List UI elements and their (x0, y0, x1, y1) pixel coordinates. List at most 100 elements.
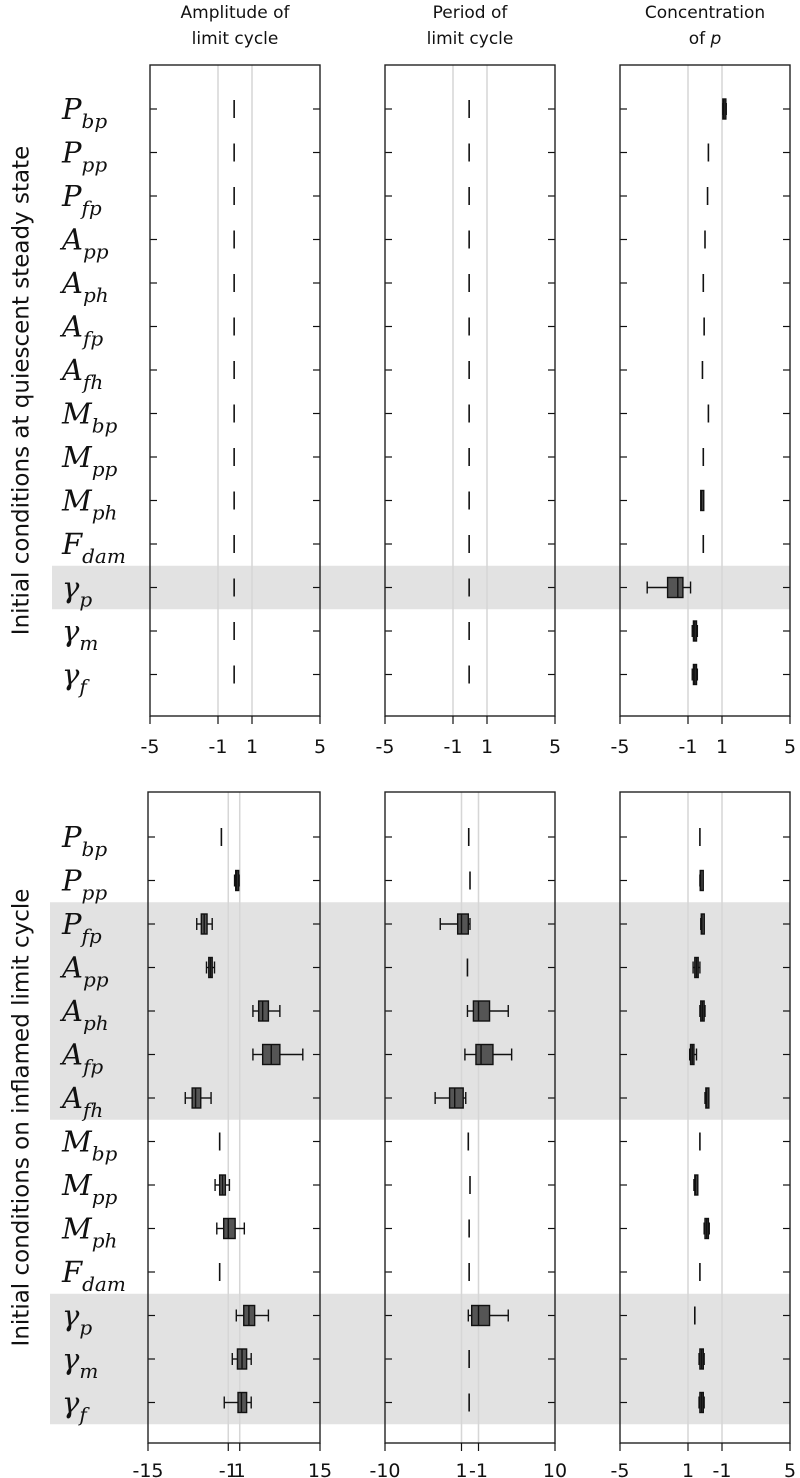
box-mark (722, 98, 727, 120)
chart-group-1: Initial conditions at quiescent steady s… (9, 64, 796, 758)
param-label: Pbp (61, 820, 107, 861)
column-title-period-line1: Period of (433, 3, 509, 23)
chart-group-2: Initial conditions on inflamed limit cyc… (9, 791, 796, 1478)
param-base: A (59, 310, 83, 344)
panel-frame (147, 791, 321, 1444)
param-base: F (61, 527, 83, 561)
param-base: P (61, 179, 82, 213)
row-label: Initial conditions at quiescent steady s… (9, 146, 35, 635)
param-subscript: fh (81, 1098, 103, 1122)
box-mark (434, 1087, 467, 1109)
box-mark (464, 1043, 513, 1066)
column-title-concentration-line1: Concentration (645, 3, 765, 23)
box-mark (646, 576, 692, 599)
param-base: M (61, 1212, 93, 1246)
param-subscript: pp (83, 968, 109, 992)
iqr-box (471, 1304, 491, 1327)
param-subscript: fp (80, 924, 102, 948)
param-subscript: m (79, 1359, 98, 1383)
param-base: γ (62, 571, 80, 605)
box-mark (205, 956, 216, 979)
panel-1-2: -5 -1 1 5 (376, 64, 561, 758)
box-mark (693, 1174, 699, 1196)
box-mark (699, 1000, 706, 1022)
box-mark (196, 913, 213, 935)
param-base: A (59, 266, 83, 300)
param-subscript: pp (92, 457, 118, 481)
box-mark (235, 1304, 270, 1327)
param-subscript: f (77, 675, 90, 699)
param-base: M (61, 397, 93, 431)
param-subscript: p (79, 1316, 92, 1340)
x-tick-label: 5 (784, 736, 796, 758)
param-label: App (59, 223, 109, 264)
param-label: Pbp (61, 92, 107, 133)
column-title-concentration-symbol: p (710, 29, 722, 49)
x-tick-label: -15 (132, 1460, 163, 1478)
x-tick-label: -1 (444, 736, 463, 758)
param-base: P (61, 136, 82, 170)
box-mark (216, 1217, 246, 1240)
row-label: Initial conditions on inflamed limit cyc… (9, 889, 35, 1347)
box-mark (252, 1043, 304, 1066)
column-title-period-line2: limit cycle (427, 29, 514, 49)
param-label: γm (62, 1342, 98, 1383)
panel-1-1: -5 -1 1 5 (141, 64, 326, 758)
box-mark (214, 1174, 231, 1196)
x-tick-label: -1 (713, 1460, 732, 1478)
iqr-box (448, 1087, 464, 1109)
param-label: Mpp (61, 440, 118, 481)
iqr-box (666, 576, 684, 599)
param-label: Mph (61, 484, 117, 525)
param-label: Ppp (61, 864, 107, 905)
x-tick-label: -5 (141, 736, 160, 758)
column-title-concentration-of: of (689, 29, 711, 49)
param-subscript: pp (82, 881, 108, 905)
param-base: A (59, 951, 83, 985)
param-base: γ (62, 1386, 80, 1420)
column-titles: Amplitude of limit cycle Period of limit… (181, 3, 766, 49)
param-label: Mbp (61, 1125, 118, 1166)
param-subscript: bp (82, 109, 108, 133)
box-mark (704, 1087, 710, 1109)
panel-frame (619, 791, 791, 1444)
param-base: P (61, 820, 82, 854)
param-label: Aph (59, 994, 109, 1035)
param-subscript: dam (82, 1272, 126, 1296)
x-tick-label: 5 (784, 1460, 796, 1478)
param-base: M (61, 484, 93, 518)
param-subscript: fp (80, 196, 102, 220)
param-base: A (59, 223, 83, 257)
panel-2-3: -5 1 -1 5 (611, 791, 796, 1478)
x-tick-label: -5 (611, 736, 630, 758)
param-subscript: pp (83, 240, 109, 264)
panel-2-1: -15 -11 15 (132, 791, 332, 1478)
iqr-box (222, 1217, 236, 1240)
param-label: Fdam (61, 1255, 126, 1296)
param-base: M (61, 1168, 93, 1202)
param-base: γ (62, 1299, 80, 1333)
box-mark (698, 1348, 705, 1370)
x-tick-label: 5 (549, 736, 561, 758)
box-mark (691, 663, 699, 686)
param-base: A (59, 353, 83, 387)
param-base: P (61, 92, 82, 126)
param-subscript: ph (92, 1229, 118, 1253)
box-mark (467, 1304, 509, 1327)
box-mark (700, 913, 705, 935)
param-label: γp (62, 1299, 92, 1340)
param-base: A (59, 994, 83, 1028)
param-label: Pfp (61, 907, 102, 948)
box-mark (466, 1000, 509, 1022)
param-base: M (61, 1125, 93, 1159)
x-tick-label: 1 (246, 736, 258, 758)
highlight-band (50, 902, 790, 1120)
param-subscript: pp (92, 1185, 118, 1209)
panel-1-3: -5 -1 1 5 (611, 64, 796, 758)
box-mark (691, 620, 699, 642)
iqr-box (475, 1043, 494, 1066)
param-label: Fdam (61, 527, 126, 568)
box-mark (233, 869, 240, 892)
box-mark (252, 1000, 281, 1022)
param-subscript: ph (92, 501, 118, 525)
